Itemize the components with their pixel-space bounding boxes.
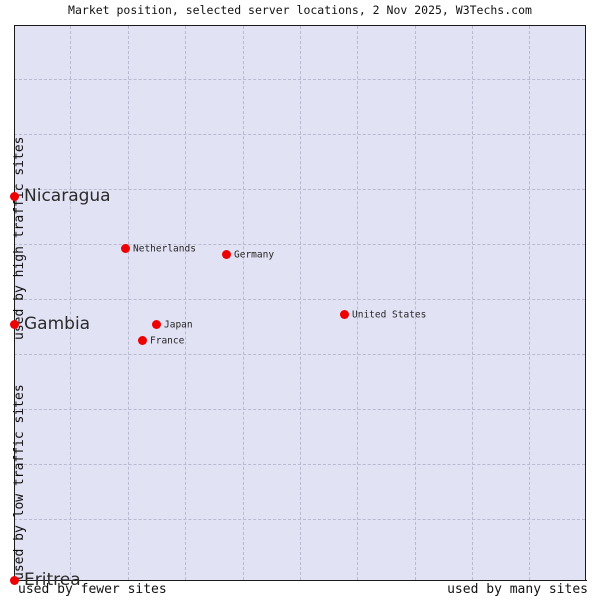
- y-axis-label-bottom: used by low traffic sites: [12, 384, 27, 580]
- gridline-vertical: [185, 26, 186, 580]
- gridline-vertical: [472, 26, 473, 580]
- plot-area: [14, 25, 586, 580]
- x-axis-label-left: used by fewer sites: [18, 582, 167, 597]
- y-axis-label-top: used by high traffic sites: [12, 136, 27, 341]
- gridline-horizontal: [14, 464, 585, 465]
- x-axis-label-right: used by many sites: [447, 582, 588, 597]
- gridline-horizontal: [14, 519, 585, 520]
- gridline-horizontal: [14, 189, 585, 190]
- gridline-horizontal: [14, 299, 585, 300]
- gridline-vertical: [529, 26, 530, 580]
- gridline-vertical: [243, 26, 244, 580]
- y-axis-line: [14, 25, 15, 581]
- gridline-vertical: [128, 26, 129, 580]
- gridline-horizontal: [14, 134, 585, 135]
- gridline-horizontal: [14, 79, 585, 80]
- x-axis-line: [14, 580, 587, 581]
- gridline-horizontal: [14, 409, 585, 410]
- gridline-horizontal: [14, 354, 585, 355]
- gridline-vertical: [415, 26, 416, 580]
- gridline-vertical: [70, 26, 71, 580]
- gridline-vertical: [357, 26, 358, 580]
- gridline-vertical: [300, 26, 301, 580]
- chart-title: Market position, selected server locatio…: [68, 3, 532, 17]
- gridline-horizontal: [14, 244, 585, 245]
